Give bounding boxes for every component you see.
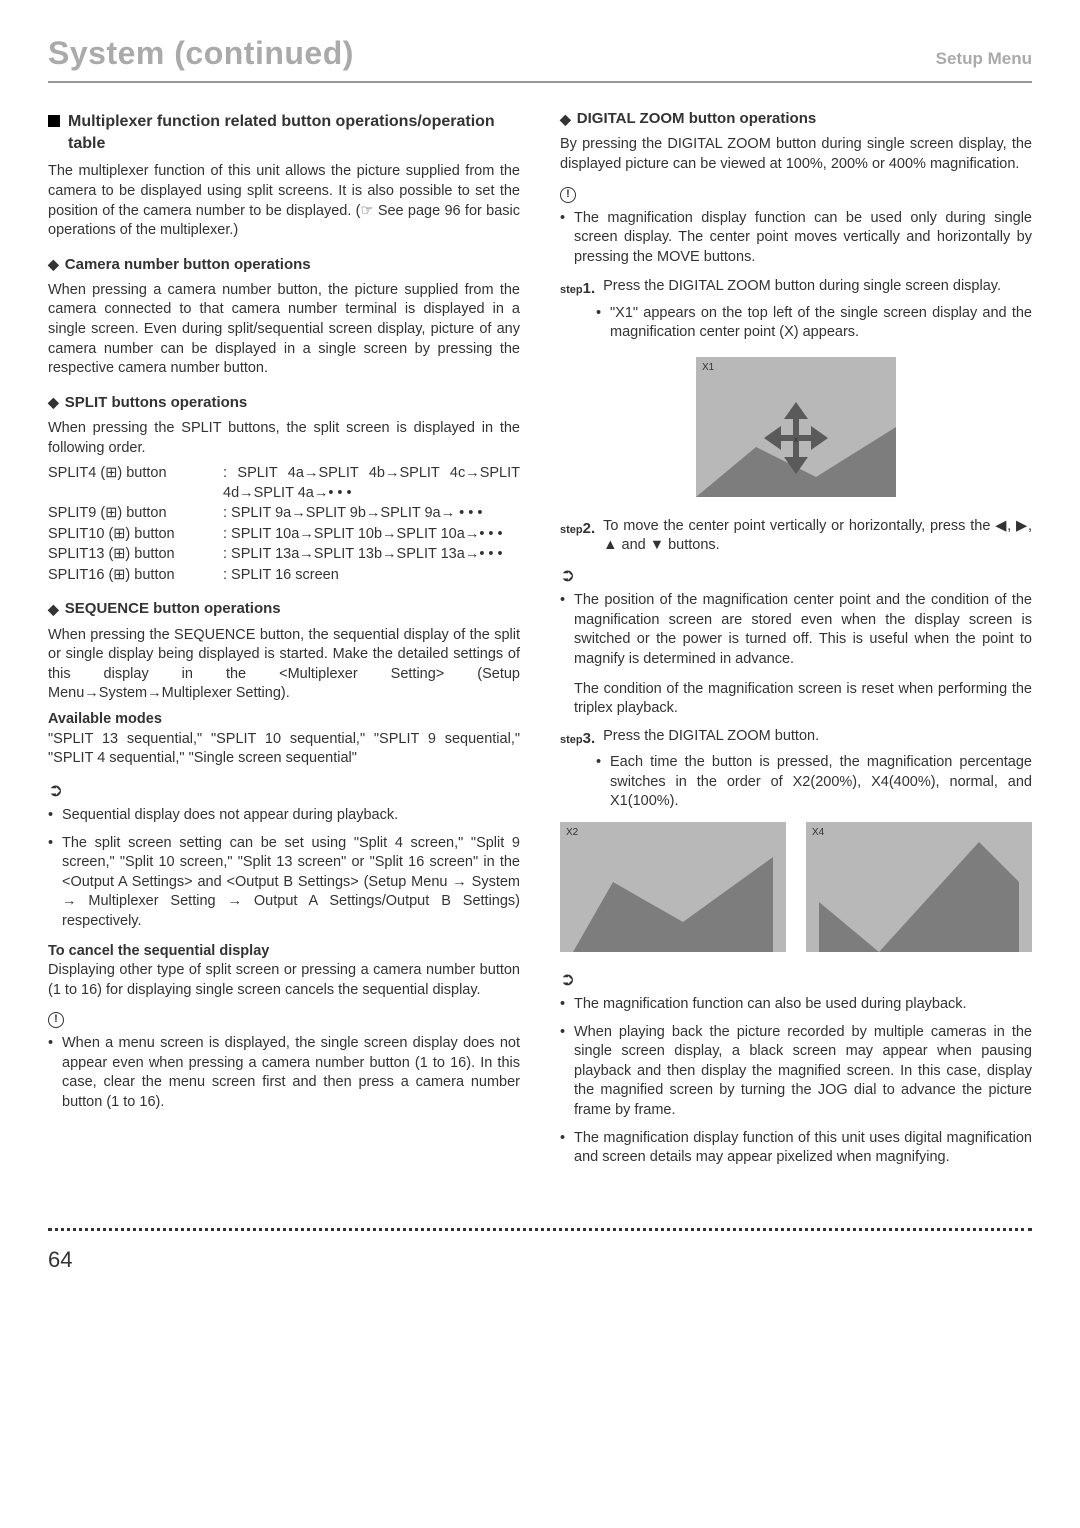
cancel-heading: To cancel the sequential display: [48, 942, 520, 962]
figure-label: X4: [812, 826, 824, 840]
split-row: SPLIT16 (⊞) button : SPLIT 16 screen: [48, 566, 520, 586]
warning-item: When a menu screen is displayed, the sin…: [48, 1034, 520, 1112]
split-label: SPLIT4 (⊞) button: [48, 464, 223, 484]
split-label: SPLIT9 (⊞) button: [48, 504, 223, 524]
diamond-icon: ◆: [48, 600, 59, 619]
split-value: : SPLIT 16 screen: [223, 566, 520, 586]
camera-body: When pressing a camera number button, th…: [48, 281, 520, 379]
page-header: System (continued) Setup Menu: [48, 32, 1032, 83]
split-label: SPLIT13 (⊞) button: [48, 545, 223, 565]
section-heading-text: Multiplexer function related button oper…: [68, 111, 520, 154]
available-modes-body: "SPLIT 13 sequential," "SPLIT 10 sequent…: [48, 730, 520, 769]
hint-icon: ➲: [48, 781, 63, 799]
sequence-heading-text: SEQUENCE button operations: [65, 599, 281, 619]
cancel-body: Displaying other type of split screen or…: [48, 961, 520, 1000]
split-row: SPLIT9 (⊞) button : SPLIT 9a→SPLIT 9b→SP…: [48, 504, 520, 524]
available-modes-heading: Available modes: [48, 710, 520, 730]
caution-icon: !: [560, 187, 576, 203]
step-body: To move the center point vertically or h…: [603, 517, 1032, 556]
sequence-notes: Sequential display does not appear durin…: [48, 806, 520, 931]
split-intro: When pressing the SPLIT buttons, the spl…: [48, 419, 520, 458]
two-column-layout: Multiplexer function related button oper…: [48, 109, 1032, 1178]
note-item: Sequential display does not appear durin…: [48, 806, 520, 826]
step-3: step3. Press the DIGITAL ZOOM button.: [560, 727, 1032, 749]
step-1: step1. Press the DIGITAL ZOOM button dur…: [560, 277, 1032, 299]
step1-sub: "X1" appears on the top left of the sing…: [596, 304, 1032, 343]
split-row: SPLIT13 (⊞) button : SPLIT 13a→SPLIT 13b…: [48, 545, 520, 565]
note-item: The magnification function can also be u…: [560, 995, 1032, 1015]
final-notes: The magnification function can also be u…: [560, 995, 1032, 1168]
zoom-intro: By pressing the DIGITAL ZOOM button duri…: [560, 135, 1032, 174]
sub-bullet-item: "X1" appears on the top left of the sing…: [596, 304, 1032, 343]
split-label: SPLIT16 (⊞) button: [48, 566, 223, 586]
hint-icon: ➲: [560, 566, 575, 584]
sequence-body: When pressing the SEQUENCE button, the s…: [48, 626, 520, 704]
camera-number-heading: ◆ Camera number button operations: [48, 255, 520, 275]
diamond-icon: ◆: [48, 255, 59, 274]
zoom-warning: The magnification display function can b…: [560, 209, 1032, 268]
note-item: The magnification display function of th…: [560, 1129, 1032, 1168]
right-column: ◆ DIGITAL ZOOM button operations By pres…: [560, 109, 1032, 1178]
step-body: Press the DIGITAL ZOOM button.: [603, 727, 1032, 747]
figure-x1: X1 x: [696, 357, 896, 497]
split-row: SPLIT10 (⊞) button : SPLIT 10a→SPLIT 10b…: [48, 525, 520, 545]
page-number: 64: [48, 1245, 1032, 1275]
split-heading-text: SPLIT buttons operations: [65, 393, 248, 413]
warning-item: The magnification display function can b…: [560, 209, 1032, 268]
multiplexer-section-heading: Multiplexer function related button oper…: [48, 111, 520, 154]
svg-text:x: x: [794, 435, 798, 444]
step-body: Press the DIGITAL ZOOM button during sin…: [603, 277, 1032, 297]
step-2: step2. To move the center point vertical…: [560, 517, 1032, 556]
sub-bullet-item: Each time the button is pressed, the mag…: [596, 753, 1032, 812]
header-subtitle: Setup Menu: [936, 48, 1032, 71]
note-item: When playing back the picture recorded b…: [560, 1023, 1032, 1121]
split-value: : SPLIT 4a→SPLIT 4b→SPLIT 4c→SPLIT 4d→SP…: [223, 464, 520, 503]
split-row: SPLIT4 (⊞) button : SPLIT 4a→SPLIT 4b→SP…: [48, 464, 520, 503]
multiplexer-intro: The multiplexer function of this unit al…: [48, 162, 520, 240]
figure-label: X1: [702, 361, 714, 375]
step-label: step3.: [560, 727, 595, 749]
step2-notes: The position of the magnification center…: [560, 591, 1032, 669]
zoom-heading-text: DIGITAL ZOOM button operations: [577, 109, 816, 129]
footer-separator: [48, 1228, 1032, 1241]
step-label: step2.: [560, 517, 595, 539]
camera-heading-text: Camera number button operations: [65, 255, 311, 275]
triplex-note: The condition of the magnification scree…: [574, 680, 1032, 719]
step-label: step1.: [560, 277, 595, 299]
note-item: The split screen setting can be set usin…: [48, 834, 520, 932]
sequence-heading: ◆ SEQUENCE button operations: [48, 599, 520, 619]
split-value: : SPLIT 13a→SPLIT 13b→SPLIT 13a→• • •: [223, 545, 520, 565]
split-label: SPLIT10 (⊞) button: [48, 525, 223, 545]
digital-zoom-heading: ◆ DIGITAL ZOOM button operations: [560, 109, 1032, 129]
hint-icon: ➲: [560, 970, 575, 988]
header-title: System (continued): [48, 32, 354, 75]
figure-x4: X4: [806, 822, 1032, 952]
split-value: : SPLIT 10a→SPLIT 10b→SPLIT 10a→• • •: [223, 525, 520, 545]
diamond-icon: ◆: [560, 110, 571, 129]
diamond-icon: ◆: [48, 393, 59, 412]
split-value: : SPLIT 9a→SPLIT 9b→SPLIT 9a→ • • •: [223, 504, 520, 524]
cancel-warning: When a menu screen is displayed, the sin…: [48, 1034, 520, 1112]
figures-x2-x4: X2 X4: [560, 822, 1032, 952]
figure-x2: X2: [560, 822, 786, 952]
split-buttons-heading: ◆ SPLIT buttons operations: [48, 393, 520, 413]
square-bullet-icon: [48, 115, 60, 127]
left-column: Multiplexer function related button oper…: [48, 109, 520, 1178]
split-table: SPLIT4 (⊞) button : SPLIT 4a→SPLIT 4b→SP…: [48, 464, 520, 585]
figure-label: X2: [566, 826, 578, 840]
caution-icon: !: [48, 1012, 64, 1028]
step3-sub: Each time the button is pressed, the mag…: [596, 753, 1032, 812]
note-item: The position of the magnification center…: [560, 591, 1032, 669]
